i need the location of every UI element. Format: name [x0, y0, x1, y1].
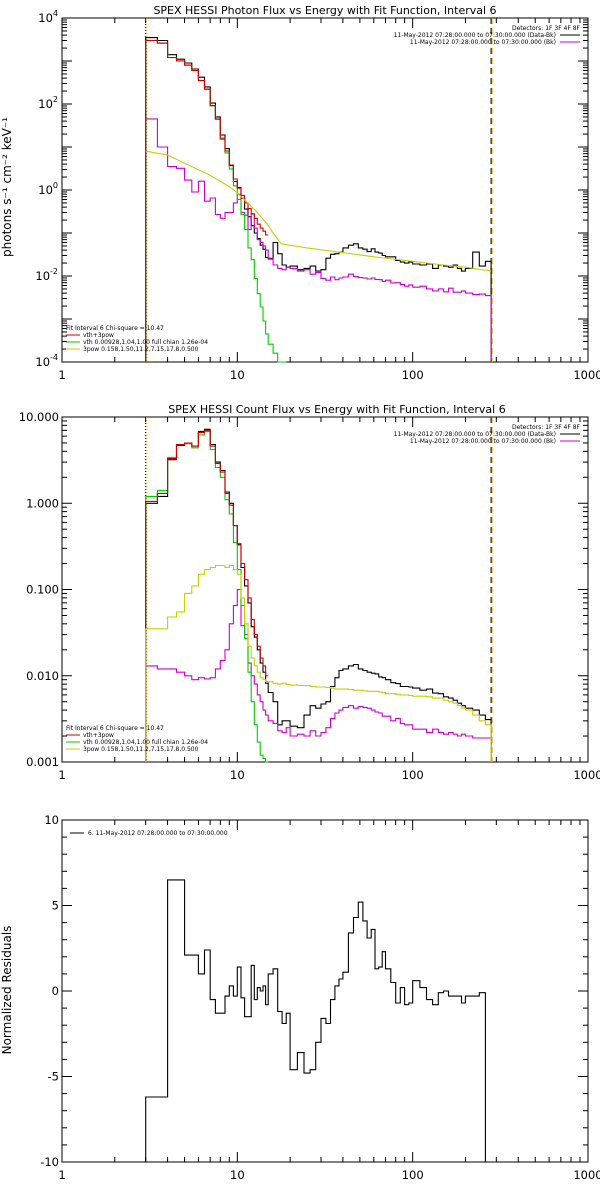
y-tick-label: 102 — [38, 95, 58, 111]
fit-legend-entry: 3pow 0.158,1.50,11.2,7.15,17.8,0.500 — [83, 346, 199, 353]
photon-flux-panel: SPEX HESSI Photon Flux vs Energy with Fi… — [0, 4, 600, 382]
series-residuals — [145, 879, 492, 1163]
y-tick-label: 5 — [52, 899, 59, 913]
y-tick-label: 0 — [52, 984, 59, 998]
series-data — [145, 37, 492, 362]
fit-legend-entry: vth 0.00928,1.04,1.00 full chian 1.26e-0… — [83, 339, 208, 346]
fit-legend-header: Fit Interval 6 Chi-square = 10.47 — [66, 325, 164, 332]
fit-legend-entry: 3pow 0.158,1.50,11.2,7.15,17.8,0.500 — [83, 746, 199, 753]
x-tick-label: 100 — [402, 768, 424, 782]
legend-header: Detectors: 1F 3F 4F 8F — [512, 424, 581, 431]
legend-entry: 11-May-2012 07:28:00.000 to 07:30:00.000… — [410, 438, 556, 445]
series-fit — [145, 39, 269, 362]
x-tick-label: 100 — [402, 368, 424, 382]
photon-flux-title: SPEX HESSI Photon Flux vs Energy with Fi… — [153, 4, 496, 17]
y-tick-label: 10.000 — [19, 410, 59, 424]
y-tick-label: 10-4 — [35, 353, 58, 369]
series-vth — [145, 39, 287, 363]
series-bk — [145, 588, 492, 762]
fit-legend-entry: vth+3pow — [83, 732, 114, 739]
fit-legend-entry: vth 0.00928,1.04,1.00 full chian 1.26e-0… — [83, 739, 208, 746]
y-tick-label: 100 — [38, 181, 58, 197]
y-tick-label: 0.001 — [26, 755, 59, 769]
x-tick-label: 10 — [230, 768, 245, 782]
residuals-panel: Normalized Residuals 1 10 100 1000 -10 -5 0 5 10… — [0, 813, 600, 1182]
legend-entry: 6. 11-May-2012 07:28:00.000 to 07:30:00.… — [88, 830, 228, 837]
x-tick-label: 1 — [58, 1168, 65, 1182]
series-3pow — [145, 564, 492, 762]
plot-frame — [61, 416, 589, 763]
y-tick-label: 10-2 — [35, 267, 58, 283]
x-tick-label: 10 — [230, 368, 245, 382]
series-vth — [145, 430, 269, 763]
legend-entry: 11-May-2012 07:28:00.000 to 07:30:00.000… — [394, 431, 556, 438]
y-tick-label: -5 — [48, 1070, 59, 1084]
series-bk — [145, 118, 492, 362]
count-flux-panel: SPEX HESSI Count Flux vs Energy with Fit… — [19, 403, 600, 782]
x-tick-label: 1000 — [573, 1168, 600, 1182]
y-tick-label: 104 — [38, 9, 58, 25]
y-tick-label: 0.100 — [26, 583, 59, 597]
fit-legend-header: Fit Interval 6 Chi-square = 10.47 — [66, 725, 164, 732]
x-tick-label: 1 — [58, 768, 65, 782]
plot-frame — [61, 819, 589, 1163]
count-flux-title: SPEX HESSI Count Flux vs Energy with Fit… — [168, 403, 505, 416]
y-tick-label: -10 — [40, 1155, 59, 1169]
legend-entry: 11-May-2012 07:28:00.000 to 07:30:00.000… — [410, 39, 556, 46]
legend-entry: 11-May-2012 07:28:00.000 to 07:30:00.000… — [394, 32, 556, 39]
y-tick-label: 1.000 — [26, 496, 59, 510]
x-tick-label: 1000 — [573, 768, 600, 782]
series-data — [145, 428, 492, 762]
x-tick-label: 1 — [58, 368, 65, 382]
y-tick-label: 0.010 — [26, 669, 59, 683]
photon-flux-ylabel: photons s⁻¹ cm⁻² keV⁻¹ — [0, 117, 14, 257]
series-3pow — [145, 150, 492, 272]
series-fit — [145, 429, 269, 762]
y-tick-label: 10 — [44, 813, 59, 827]
x-tick-label: 100 — [402, 1168, 424, 1182]
x-tick-label: 1000 — [573, 368, 600, 382]
x-tick-label: 10 — [230, 1168, 245, 1182]
legend-header: Detectors: 1F 3F 4F 8F — [512, 25, 581, 32]
residuals-ylabel: Normalized Residuals — [0, 926, 14, 1055]
fit-legend-entry: vth+3pow — [83, 332, 114, 339]
plot-frame — [61, 17, 589, 363]
